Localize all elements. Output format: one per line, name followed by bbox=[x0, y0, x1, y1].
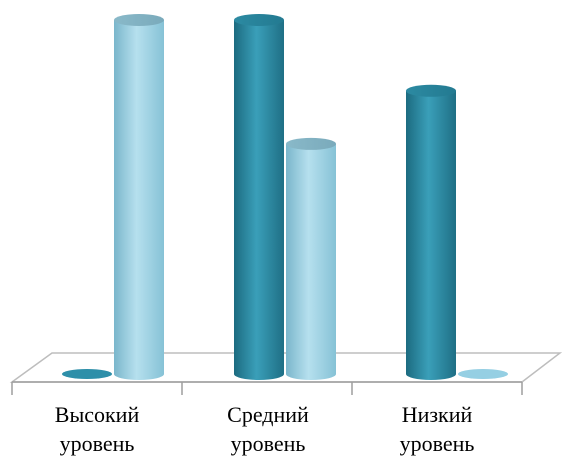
bar-body bbox=[406, 90, 456, 381]
bar-2-series-1 bbox=[234, 14, 284, 380]
bar-3-series-2 bbox=[458, 369, 508, 379]
bar-3-series-1 bbox=[406, 84, 456, 381]
bar-cap bbox=[286, 137, 336, 150]
bar-cap bbox=[234, 14, 284, 26]
bar-cap bbox=[406, 84, 456, 97]
bars-group bbox=[62, 14, 508, 381]
x-tick-label: Высокий bbox=[55, 402, 140, 427]
x-tick-label: уровень bbox=[231, 431, 306, 456]
x-tick-label: уровень bbox=[400, 431, 475, 456]
bar-body bbox=[114, 20, 164, 380]
bar-zero-disk bbox=[458, 369, 508, 379]
x-tick-label: Средний bbox=[227, 402, 309, 427]
bar-1-series-2 bbox=[114, 14, 164, 380]
x-tick-label: Низкий bbox=[402, 402, 473, 427]
x-tick-label: уровень bbox=[60, 431, 135, 456]
bar-zero-disk bbox=[62, 369, 112, 379]
bar-body bbox=[234, 20, 284, 380]
bar-2-series-2 bbox=[286, 137, 336, 380]
bar-1-series-1 bbox=[62, 369, 112, 379]
bar-body bbox=[286, 143, 336, 380]
x-axis-labels: Высокий уровень Средний уровень Низкий у… bbox=[55, 402, 475, 456]
bar-cap bbox=[114, 14, 164, 26]
